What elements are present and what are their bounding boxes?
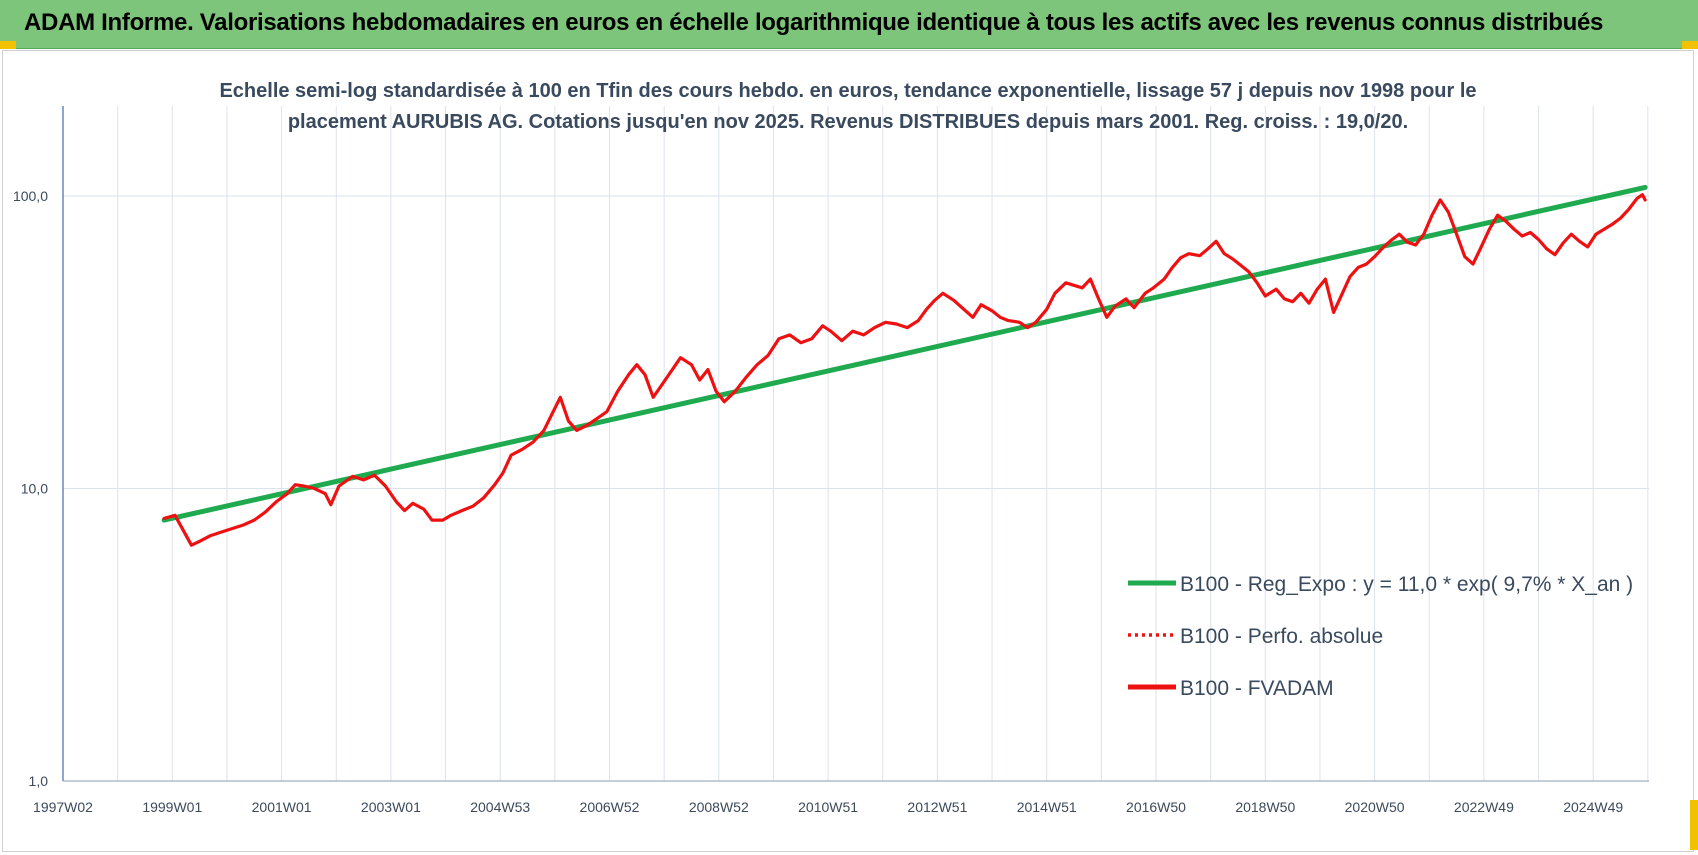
legend-label-regression: B100 - Reg_Expo : y = 11,0 * exp( 9,7% *… bbox=[1180, 573, 1633, 596]
series-layer bbox=[161, 184, 1648, 547]
corner-marker-top-right bbox=[1682, 41, 1698, 49]
vertical-gridlines bbox=[117, 106, 1649, 781]
x-tick-label: 2004W53 bbox=[470, 799, 530, 815]
title-banner: ADAM Informe. Valorisations hebdomadaire… bbox=[0, 0, 1698, 49]
x-tick-label: 2024W49 bbox=[1563, 799, 1623, 815]
legend-label-fvadam: B100 - FVADAM bbox=[1180, 677, 1334, 700]
x-tick-label: 2001W01 bbox=[252, 799, 312, 815]
x-tick-label: 2020W50 bbox=[1345, 799, 1405, 815]
y-tick-label: 100,0 bbox=[13, 188, 48, 204]
y-tick-label: 1,0 bbox=[29, 773, 49, 789]
chart-frame bbox=[2, 50, 1694, 852]
legend: B100 - Reg_Expo : y = 11,0 * exp( 9,7% *… bbox=[1128, 573, 1633, 700]
chart-subtitle-line-2: placement AURUBIS AG. Cotations jusqu'en… bbox=[288, 111, 1408, 133]
x-tick-label: 2012W51 bbox=[907, 799, 967, 815]
x-tick-label: 2016W50 bbox=[1126, 799, 1186, 815]
series-line-fvadam bbox=[162, 193, 1647, 547]
x-tick-label: 2022W49 bbox=[1454, 799, 1514, 815]
series-line-regression bbox=[161, 184, 1648, 523]
chart-subtitle-line-1: Echelle semi-log standardisée à 100 en T… bbox=[219, 80, 1476, 102]
y-tick-labels: 1,0 10,0 100,0 bbox=[13, 188, 48, 789]
x-tick-label: 1997W02 bbox=[33, 799, 93, 815]
corner-marker-top-left bbox=[0, 41, 16, 49]
legend-label-perfo: B100 - Perfo. absolue bbox=[1180, 625, 1383, 648]
x-tick-label: 2018W50 bbox=[1235, 799, 1295, 815]
x-tick-label: 2008W52 bbox=[689, 799, 749, 815]
page-title: ADAM Informe. Valorisations hebdomadaire… bbox=[24, 9, 1604, 36]
x-tick-label: 2014W51 bbox=[1017, 799, 1077, 815]
x-tick-label: 2010W51 bbox=[798, 799, 858, 815]
x-tick-label: 1999W01 bbox=[142, 799, 202, 815]
x-tick-label: 2003W01 bbox=[361, 799, 421, 815]
x-tick-labels: 1997W02 1999W01 2001W01 2003W01 2004W53 2006W… bbox=[33, 799, 1623, 815]
y-tick-label: 10,0 bbox=[21, 481, 48, 497]
corner-marker-bottom-right bbox=[1690, 800, 1698, 850]
x-tick-label: 2006W52 bbox=[580, 799, 640, 815]
